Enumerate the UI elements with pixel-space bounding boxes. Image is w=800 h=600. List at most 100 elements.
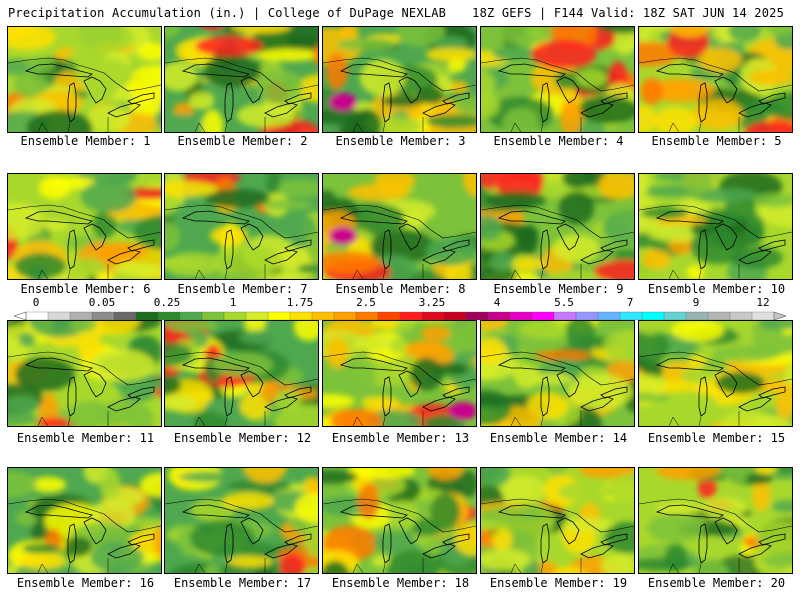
colorbar-swatch (377, 311, 401, 321)
precip-field (8, 174, 161, 279)
colorbar-swatch (487, 311, 511, 321)
great-lakes-outline (323, 498, 476, 573)
colorbar-swatch (597, 311, 621, 321)
precip-field (481, 27, 634, 132)
colorbar-tick-label: 2.5 (356, 296, 376, 309)
colorbar-left-arrow (14, 311, 27, 321)
ensemble-member-map-5 (638, 26, 793, 133)
ensemble-member-map-6 (7, 173, 162, 280)
ensemble-member-map-19 (480, 467, 635, 574)
colorbar-swatch (311, 311, 335, 321)
great-lakes-outline (639, 57, 792, 132)
colorbar-swatch (509, 311, 533, 321)
precip-field (639, 27, 792, 132)
precip-field (165, 321, 318, 426)
colorbar-swatch (135, 311, 159, 321)
colorbar-swatch (421, 311, 445, 321)
ensemble-member-label: Ensemble Member: 13 (331, 431, 470, 445)
colorbar-swatch (25, 311, 49, 321)
ensemble-member-label: Ensemble Member: 10 (647, 282, 786, 296)
great-lakes-outline (481, 57, 634, 132)
colorbar-swatch (245, 311, 269, 321)
ensemble-member-map-17 (164, 467, 319, 574)
colorbar-swatch (751, 311, 775, 321)
colorbar-swatch (729, 311, 753, 321)
great-lakes-outline (639, 204, 792, 279)
ensemble-member-map-10 (638, 173, 793, 280)
colorbar-tick-label: 9 (692, 296, 700, 309)
ensemble-member-map-4 (480, 26, 635, 133)
precip-field (323, 174, 476, 279)
colorbar-tick-label: 0.25 (153, 296, 181, 309)
precip-field (639, 174, 792, 279)
colorbar-swatch (157, 311, 181, 321)
colorbar-tick-label: 7 (626, 296, 634, 309)
ensemble-member-map-11 (7, 320, 162, 427)
great-lakes-outline (165, 351, 318, 426)
colorbar-tick-label: 12 (756, 296, 770, 309)
colorbar-swatch (663, 311, 687, 321)
ensemble-member-label: Ensemble Member: 12 (173, 431, 312, 445)
precip-field (8, 468, 161, 573)
precip-field (323, 27, 476, 132)
ensemble-member-label: Ensemble Member: 18 (331, 576, 470, 590)
colorbar-swatch (707, 311, 731, 321)
colorbar-swatch (641, 311, 665, 321)
great-lakes-outline (481, 498, 634, 573)
ensemble-member-map-15 (638, 320, 793, 427)
great-lakes-outline (481, 204, 634, 279)
ensemble-member-label: Ensemble Member: 5 (651, 134, 782, 148)
precip-field (165, 27, 318, 132)
ensemble-member-label: Ensemble Member: 1 (20, 134, 151, 148)
colorbar-tick-label: 0 (32, 296, 40, 309)
colorbar-swatch (289, 311, 313, 321)
great-lakes-outline (165, 498, 318, 573)
ensemble-member-label: Ensemble Member: 17 (173, 576, 312, 590)
ensemble-member-map-12 (164, 320, 319, 427)
colorbar-right-arrow (773, 311, 786, 321)
precip-field (165, 174, 318, 279)
colorbar-tick-label: 0.05 (88, 296, 116, 309)
great-lakes-outline (323, 57, 476, 132)
ensemble-member-label: Ensemble Member: 3 (335, 134, 466, 148)
ensemble-member-label: Ensemble Member: 9 (493, 282, 624, 296)
ensemble-member-map-2 (164, 26, 319, 133)
colorbar-swatch (443, 311, 467, 321)
colorbar-swatch (91, 311, 115, 321)
ensemble-member-map-14 (480, 320, 635, 427)
colorbar-swatch (355, 311, 379, 321)
colorbar-swatch (465, 311, 489, 321)
great-lakes-outline (8, 57, 161, 132)
ensemble-member-label: Ensemble Member: 15 (647, 431, 786, 445)
ensemble-member-label: Ensemble Member: 2 (177, 134, 308, 148)
colorbar-swatch (399, 311, 423, 321)
ensemble-member-label: Ensemble Member: 19 (489, 576, 628, 590)
colorbar-swatch (685, 311, 709, 321)
ensemble-member-map-20 (638, 467, 793, 574)
colorbar-swatch (553, 311, 577, 321)
great-lakes-outline (481, 351, 634, 426)
precip-field (639, 468, 792, 573)
colorbar-swatch (69, 311, 93, 321)
valid-time-label: 18Z GEFS | F144 Valid: 18Z SAT JUN 14 20… (472, 6, 784, 20)
ensemble-member-map-16 (7, 467, 162, 574)
great-lakes-outline (165, 57, 318, 132)
ensemble-member-label: Ensemble Member: 16 (16, 576, 155, 590)
precip-field (8, 321, 161, 426)
precip-field (323, 321, 476, 426)
colorbar-swatch (223, 311, 247, 321)
ensemble-member-label: Ensemble Member: 11 (16, 431, 155, 445)
ensemble-member-map-3 (322, 26, 477, 133)
colorbar-swatch (531, 311, 555, 321)
ensemble-member-label: Ensemble Member: 20 (647, 576, 786, 590)
great-lakes-outline (323, 351, 476, 426)
great-lakes-outline (8, 351, 161, 426)
precip-field (323, 468, 476, 573)
precip-field (481, 174, 634, 279)
precip-field (639, 321, 792, 426)
precip-field (165, 468, 318, 573)
map-title: Precipitation Accumulation (in.) | Colle… (8, 6, 447, 20)
colorbar-tick-label: 3.25 (418, 296, 446, 309)
great-lakes-outline (8, 204, 161, 279)
ensemble-member-label: Ensemble Member: 4 (493, 134, 624, 148)
